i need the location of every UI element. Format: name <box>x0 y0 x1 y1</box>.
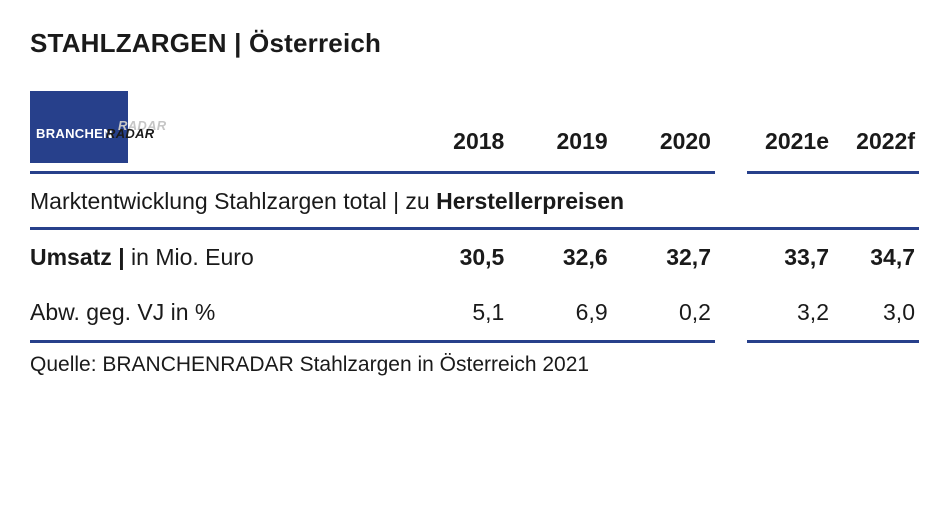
cell: 34,7 <box>833 244 919 271</box>
row-label: Abw. geg. VJ in % <box>30 299 405 326</box>
year-2022f: 2022f <box>833 128 919 155</box>
title-separator: | <box>227 28 249 58</box>
subheading-prefix: Marktentwicklung Stahlzargen total | zu <box>30 188 436 214</box>
source-line: Quelle: BRANCHENRADAR Stahlzargen in Öst… <box>30 343 919 377</box>
year-2021e: 2021e <box>747 128 833 155</box>
year-group-a: 2018 2019 2020 <box>405 128 715 155</box>
brand-logo: RADAR BRANCHEN RADAR <box>30 91 162 163</box>
year-2018: 2018 <box>405 128 508 155</box>
row-values-b: 3,2 3,0 <box>747 299 919 326</box>
table-row: Abw. geg. VJ in % 5,1 6,9 0,2 3,2 3,0 <box>30 285 919 340</box>
rule-top <box>30 171 919 174</box>
cell: 33,7 <box>747 244 833 271</box>
cell: 3,0 <box>833 299 919 326</box>
logo-text-radar: RADAR <box>106 126 154 141</box>
year-group-b: 2021e 2022f <box>747 128 919 155</box>
row-label-bold: Umsatz | <box>30 244 131 270</box>
row-label-rest: Abw. geg. VJ in % <box>30 299 215 325</box>
title-category: STAHLZARGEN <box>30 28 227 58</box>
page-title: STAHLZARGEN | Österreich <box>30 28 919 59</box>
row-label: Umsatz | in Mio. Euro <box>30 244 405 271</box>
row-label-rest: in Mio. Euro <box>131 244 254 270</box>
cell: 6,9 <box>508 299 611 326</box>
header-row: RADAR BRANCHEN RADAR 2018 2019 2020 2021… <box>30 91 919 163</box>
table-row: Umsatz | in Mio. Euro 30,5 32,6 32,7 33,… <box>30 230 919 285</box>
cell: 32,6 <box>508 244 611 271</box>
cell: 30,5 <box>405 244 508 271</box>
page: STAHLZARGEN | Österreich RADAR BRANCHEN … <box>0 0 949 528</box>
cell: 3,2 <box>747 299 833 326</box>
year-2019: 2019 <box>508 128 611 155</box>
row-values-a: 5,1 6,9 0,2 <box>405 299 715 326</box>
rule-bottom <box>30 340 919 343</box>
cell: 32,7 <box>612 244 715 271</box>
row-values-a: 30,5 32,6 32,7 <box>405 244 715 271</box>
year-2020: 2020 <box>612 128 715 155</box>
cell: 5,1 <box>405 299 508 326</box>
subheading: Marktentwicklung Stahlzargen total | zu … <box>30 174 919 230</box>
cell: 0,2 <box>612 299 715 326</box>
row-values-b: 33,7 34,7 <box>747 244 919 271</box>
title-region: Österreich <box>249 28 381 58</box>
subheading-bold: Herstellerpreisen <box>436 188 624 214</box>
year-header: 2018 2019 2020 2021e 2022f <box>162 128 919 163</box>
logo-text-main: BRANCHEN <box>36 126 113 141</box>
